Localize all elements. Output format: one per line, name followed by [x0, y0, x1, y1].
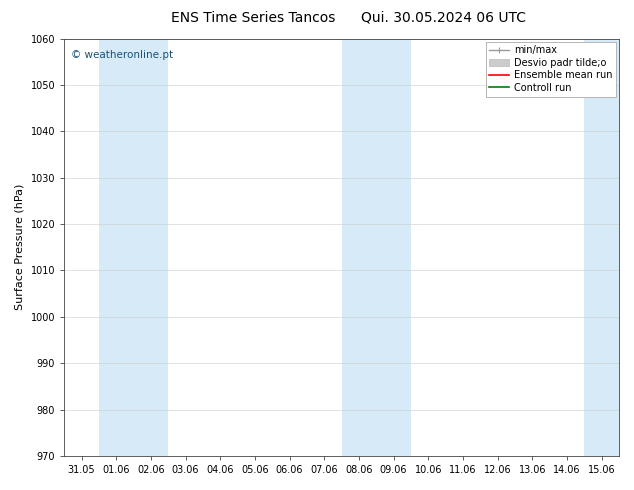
- Bar: [342, 39, 411, 456]
- Bar: [99, 39, 168, 456]
- Bar: [585, 39, 619, 456]
- Text: Qui. 30.05.2024 06 UTC: Qui. 30.05.2024 06 UTC: [361, 11, 526, 25]
- Legend: min/max, Desvio padr tilde;o, Ensemble mean run, Controll run: min/max, Desvio padr tilde;o, Ensemble m…: [486, 42, 616, 97]
- Text: © weatheronline.pt: © weatheronline.pt: [71, 50, 173, 60]
- Y-axis label: Surface Pressure (hPa): Surface Pressure (hPa): [15, 184, 25, 311]
- Text: ENS Time Series Tancos: ENS Time Series Tancos: [171, 11, 336, 25]
